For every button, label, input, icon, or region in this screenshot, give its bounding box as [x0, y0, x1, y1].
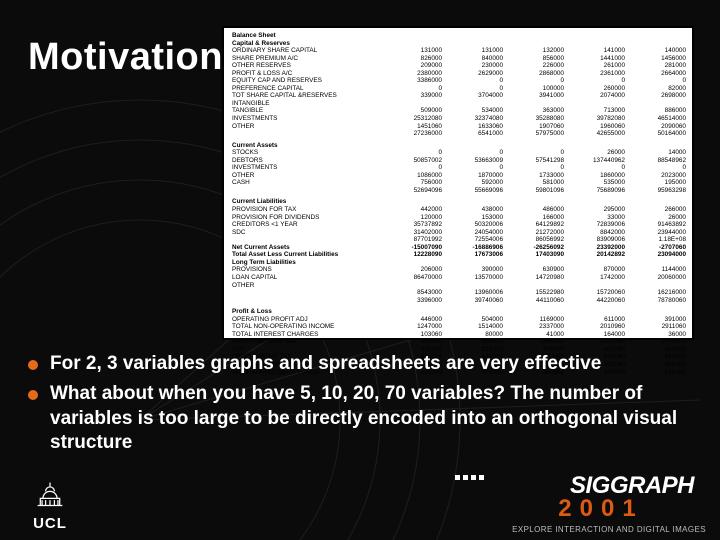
sheet-row: Current Liabilities	[232, 198, 686, 206]
sheet-row: Net Current Assets-15007090-16886906-262…	[232, 244, 686, 252]
sheet-row: CREDITORS <1 YEAR35737892503200066412989…	[232, 221, 686, 229]
sheet-row: PROFIT & LOSS A/C23800002629000286800023…	[232, 70, 686, 78]
sheet-row: PROVISION FOR DIVIDENDS12000015300016600…	[232, 214, 686, 222]
dome-icon	[32, 479, 68, 509]
bullet-item: For 2, 3 variables graphs and spreadshee…	[22, 352, 702, 376]
sheet-row: Profit & Loss	[232, 308, 686, 316]
siggraph-name: SIGGRAPH	[456, 475, 706, 497]
siggraph-year: 2001	[456, 495, 706, 523]
sheet-row: CASH756000592000581000535000195000	[232, 179, 686, 187]
sheet-row: INVESTMENTS00000	[232, 164, 686, 172]
sheet-row: EQUITY CAP AND RESERVES33860000000	[232, 77, 686, 85]
sheet-row: OTHER14510601633060190706019600602090060	[232, 123, 686, 131]
siggraph-logo: SIGGRAPH 2001 EXPLORE INTERACTION AND DI…	[456, 475, 706, 534]
sheet-row: 339600039740060441100604422006078780060	[232, 297, 686, 305]
sheet-row: PROVISION FOR TAX44200043800048600029500…	[232, 206, 686, 214]
sheet-row: OPERATING PROFIT ADJ44600050400011690006…	[232, 316, 686, 324]
sheet-row: Capital & Reserves	[232, 40, 686, 48]
sheet-row: LOAN CAPITAL8647000013570000147209801742…	[232, 274, 686, 282]
slide-root: Motivation Balance SheetCapital & Reserv…	[0, 0, 720, 540]
page-title: Motivation	[28, 36, 223, 79]
sheet-row: 272360006541000579750004265500050164000	[232, 130, 686, 138]
bullet-item: What about when you have 5, 10, 20, 70 v…	[22, 382, 702, 455]
sheet-row: OTHER10860001870000173300018600002023000	[232, 172, 686, 180]
sheet-row: ORDINARY SHARE CAPITAL131000131000132000…	[232, 47, 686, 55]
bullet-dot-icon	[28, 390, 38, 400]
sheet-row: PREFERENCE CAPITAL0010000026000082000	[232, 85, 686, 93]
sheet-row: OTHER	[232, 282, 686, 290]
sheet-row: TOTAL NON-OPERATING INCOME12470001514000…	[232, 323, 686, 331]
sheet-row: 5269409655669096598010967568909695963298	[232, 187, 686, 195]
sheet-row: Current Assets	[232, 142, 686, 150]
sheet-row: TOT SHARE CAPITAL &RESERVES3390003704000…	[232, 92, 686, 100]
sheet-row: 877019927255400686056992839090061.18E+08	[232, 236, 686, 244]
sheet-row: Balance Sheet	[232, 32, 686, 40]
sheet-row: OTHER RESERVES20900023000022600026100028…	[232, 62, 686, 70]
sheet-row: TOTAL INTEREST CHARGES103060800004100016…	[232, 331, 686, 339]
sheet-row: DEBTORS508570025366300957541298137440962…	[232, 157, 686, 165]
sheet-row: STOCKS0002600014000	[232, 149, 686, 157]
sheet-row: SHARE PREMIUM A/C82600084000085600014410…	[232, 55, 686, 63]
sheet-row: Total Asset Less Current Liabilities1222…	[232, 251, 686, 259]
sheet-row: PROVISIONS206000390000630900870000114400…	[232, 266, 686, 274]
sheet-row: Long Term Liabilities	[232, 259, 686, 267]
sheet-row: TANGIBLE509000534000363000713000886000	[232, 107, 686, 115]
sheet-row: PROFIT BEFORE TAX93500093800013540001241…	[232, 338, 686, 346]
bullet-list: For 2, 3 variables graphs and spreadshee…	[22, 352, 702, 461]
sheet-row: 854300013960006155229801572006016216000	[232, 289, 686, 297]
bullet-dot-icon	[28, 360, 38, 370]
ucl-logo: UCL	[22, 479, 78, 532]
siggraph-tagline: EXPLORE INTERACTION AND DIGITAL IMAGES	[456, 525, 706, 534]
balance-sheet-image: Balance SheetCapital & ReservesORDINARY …	[222, 26, 694, 340]
sheet-row: SDC3140200024054000212720008842000239440…	[232, 229, 686, 237]
sheet-row: INTANGIBLE	[232, 100, 686, 108]
ucl-text: UCL	[22, 515, 78, 532]
sheet-row: INVESTMENTS25312080323740803528808039782…	[232, 115, 686, 123]
